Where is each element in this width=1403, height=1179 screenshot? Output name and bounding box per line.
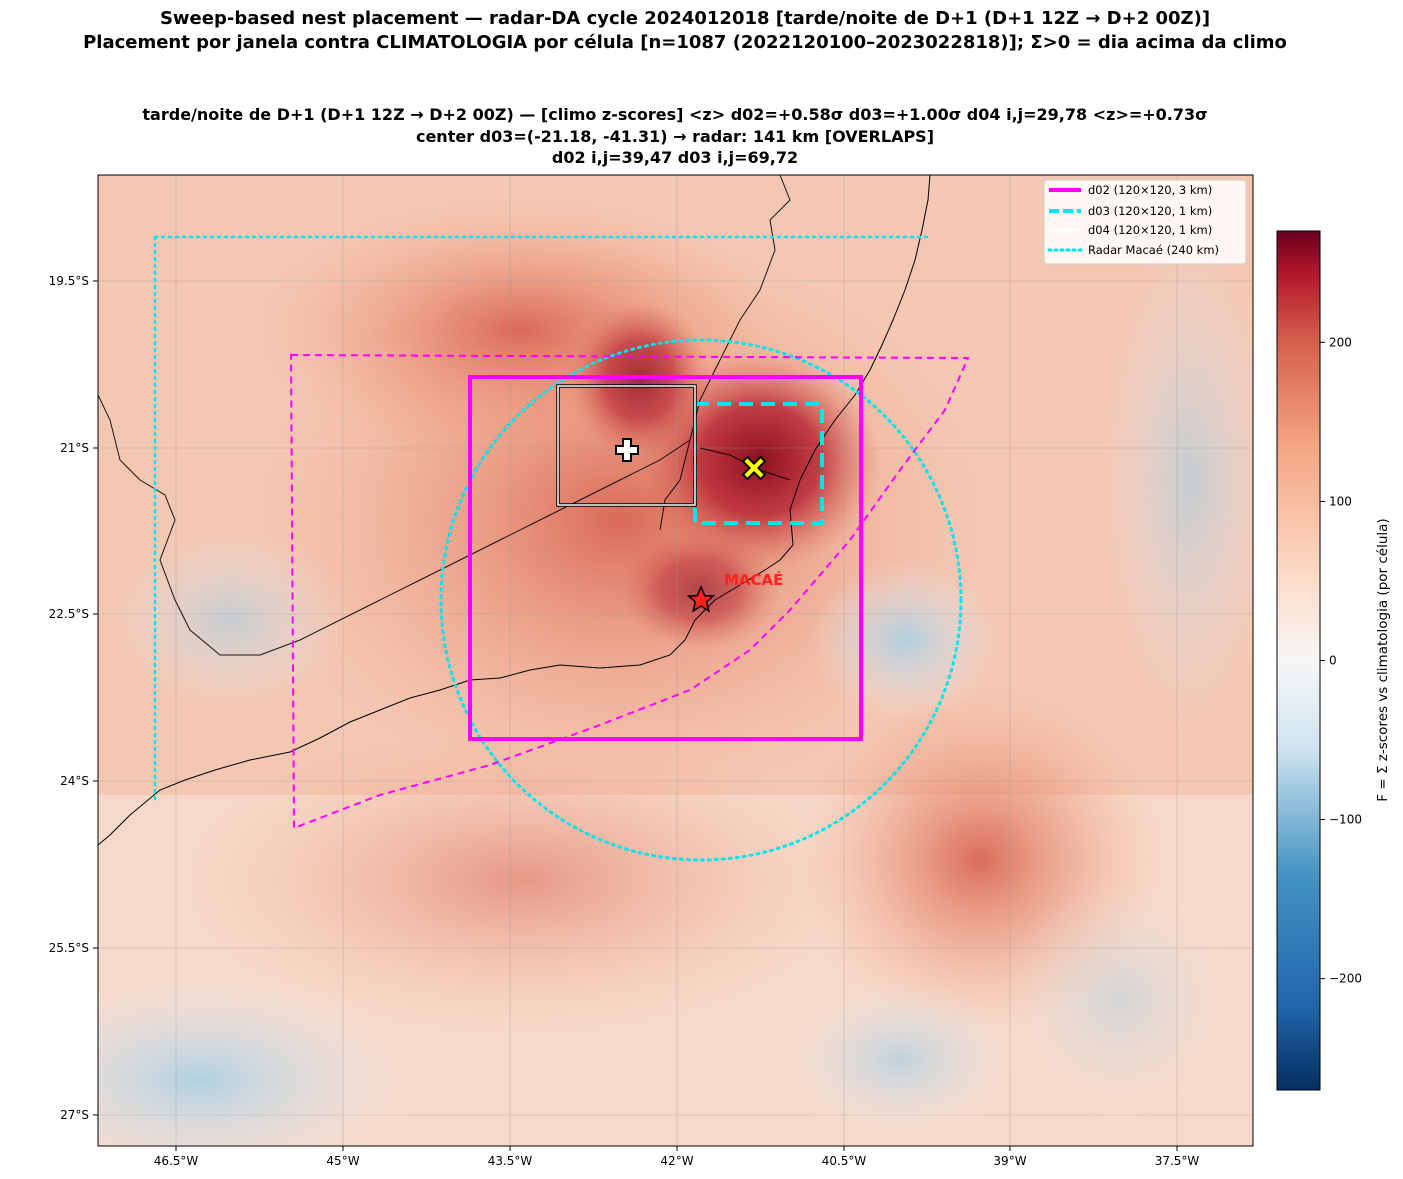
figure-title-line-2: Placement por janela contra CLIMATOLOGIA… bbox=[83, 32, 1287, 53]
lon-tick-label: 40.5°W bbox=[822, 1154, 867, 1168]
lat-tick-label: 21°S bbox=[60, 441, 89, 455]
legend-label-radar: Radar Macaé (240 km) bbox=[1088, 243, 1219, 257]
figure-title-line-1: Sweep-based nest placement — radar-DA cy… bbox=[159, 8, 1211, 29]
colorbar-ticks: 200 100 0 −100 −200 bbox=[1320, 335, 1362, 986]
lon-tick-label: 46.5°W bbox=[154, 1154, 199, 1168]
colorbar-tick-label: −200 bbox=[1329, 972, 1362, 986]
y-axis-ticks: 19.5°S 21°S 22.5°S 24°S 25.5°S 27°S bbox=[49, 274, 98, 1122]
colorbar-tick-label: 200 bbox=[1329, 335, 1352, 349]
lat-tick-label: 22.5°S bbox=[49, 607, 89, 621]
radar-range-circle bbox=[439, 338, 963, 862]
map-subtitle-line-3: d02 i,j=39,47 d03 i,j=69,72 bbox=[551, 148, 799, 167]
legend: d02 (120×120, 3 km) d03 (120×120, 1 km) … bbox=[1043, 179, 1247, 265]
map-subtitle-line-1: tarde/noite de D+1 (D+1 12Z → D+2 00Z) —… bbox=[142, 105, 1208, 124]
radar-label: MACAÉ bbox=[724, 570, 783, 589]
legend-label-d04: d04 (120×120, 1 km) bbox=[1088, 223, 1212, 237]
x-axis-ticks: 46.5°W 45°W 43.5°W 42°W 40.5°W 39°W 37.5… bbox=[154, 1146, 1200, 1168]
colorbar-label: F = Σ z-scores vs climatologia (por célu… bbox=[1375, 518, 1391, 801]
lon-tick-label: 37.5°W bbox=[1155, 1154, 1200, 1168]
radar-coverage-box bbox=[153, 235, 932, 802]
d04-domain-box-inner bbox=[557, 385, 696, 506]
lon-tick-label: 39°W bbox=[993, 1154, 1026, 1168]
gridlines bbox=[98, 175, 1253, 1146]
field-heatmap bbox=[98, 175, 1253, 1146]
lon-tick-label: 45°W bbox=[326, 1154, 359, 1168]
radar-star-icon bbox=[686, 585, 716, 613]
lat-tick-label: 19.5°S bbox=[49, 274, 89, 288]
sweep-envelope bbox=[289, 353, 970, 830]
legend-label-d03: d03 (120×120, 1 km) bbox=[1088, 204, 1212, 218]
legend-label-d02: d02 (120×120, 3 km) bbox=[1088, 183, 1212, 197]
d03-center-marker bbox=[741, 455, 767, 481]
colorbar-gradient bbox=[1276, 230, 1321, 1091]
lat-tick-label: 25.5°S bbox=[49, 941, 89, 955]
map-frame bbox=[97, 174, 1254, 1147]
map-subtitle-line-2: center d03=(-21.18, -41.31) → radar: 141… bbox=[415, 127, 935, 146]
d04-center-marker bbox=[615, 438, 639, 462]
lat-tick-label: 27°S bbox=[60, 1108, 89, 1122]
colorbar-tick-label: 0 bbox=[1329, 654, 1337, 668]
lat-tick-label: 24°S bbox=[60, 774, 89, 788]
lon-tick-label: 43.5°W bbox=[488, 1154, 533, 1168]
d02-domain-box bbox=[468, 375, 863, 741]
lon-tick-label: 42°W bbox=[660, 1154, 693, 1168]
colorbar-tick-label: −100 bbox=[1329, 813, 1362, 827]
colorbar-tick-label: 100 bbox=[1329, 494, 1352, 508]
colorbar: 200 100 0 −100 −200 F = Σ z-scores vs climat… bbox=[1276, 230, 1391, 1091]
d03-domain-box bbox=[693, 402, 824, 525]
